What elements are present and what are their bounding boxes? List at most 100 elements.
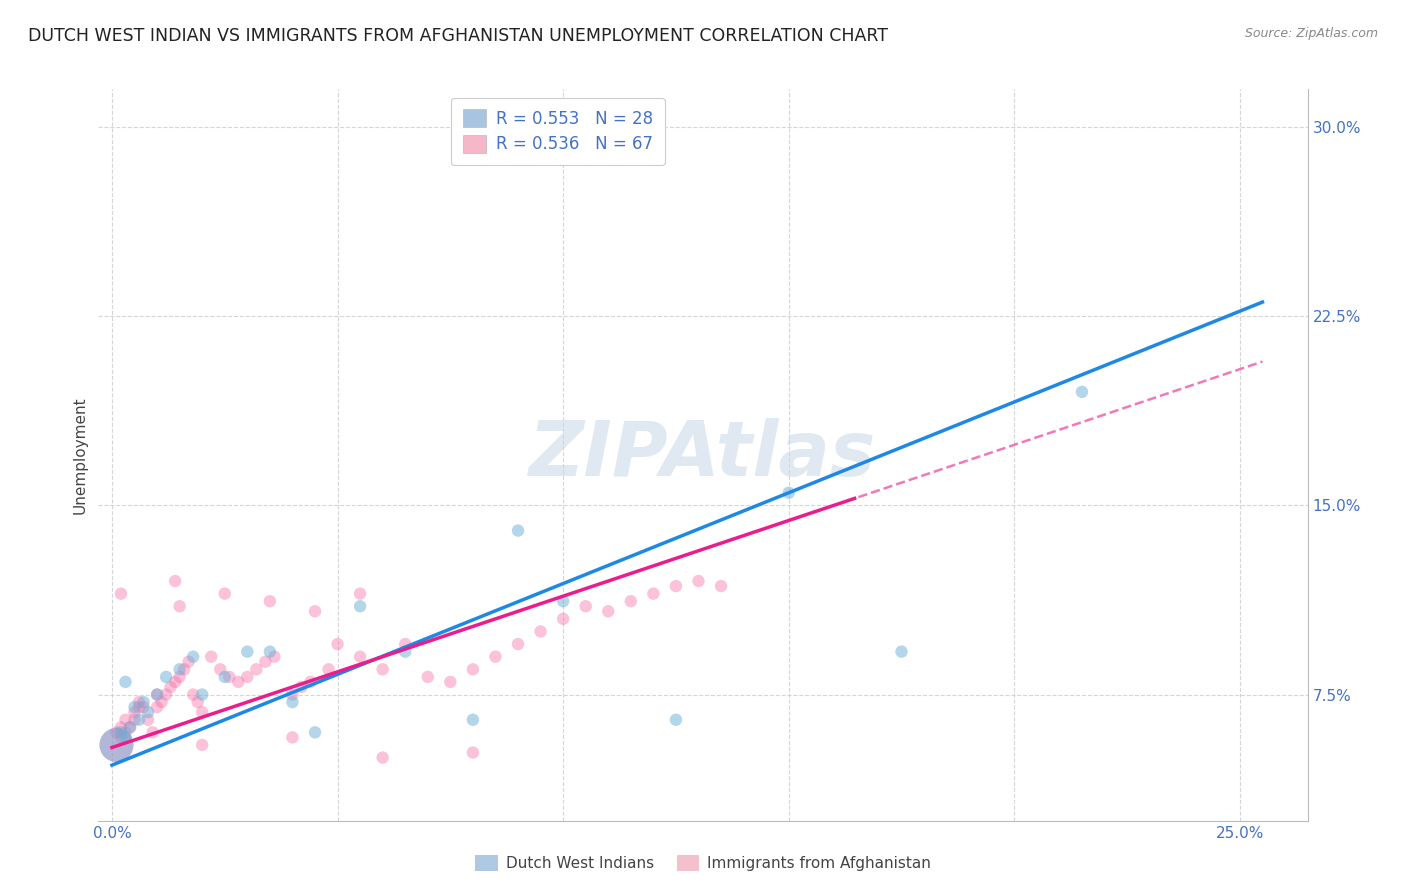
Point xyxy=(1071,384,1094,399)
Point xyxy=(169,670,191,684)
Point xyxy=(110,587,132,601)
Point xyxy=(299,674,322,689)
Point xyxy=(146,688,169,702)
Point xyxy=(136,713,159,727)
Point xyxy=(200,649,222,664)
Point xyxy=(110,720,132,734)
Point xyxy=(304,725,326,739)
Point xyxy=(173,662,195,676)
Point xyxy=(281,688,304,702)
Point xyxy=(371,750,394,764)
Point xyxy=(461,662,484,676)
Point xyxy=(259,594,281,608)
Legend: R = 0.553   N = 28, R = 0.536   N = 67: R = 0.553 N = 28, R = 0.536 N = 67 xyxy=(451,97,665,165)
Point xyxy=(110,731,132,745)
Point xyxy=(461,746,484,760)
Point xyxy=(114,674,136,689)
Point xyxy=(150,695,173,709)
Point xyxy=(169,599,191,614)
Point xyxy=(118,720,141,734)
Point xyxy=(461,713,484,727)
Point xyxy=(218,670,240,684)
Point xyxy=(155,670,177,684)
Point xyxy=(105,738,128,752)
Point xyxy=(128,713,150,727)
Point xyxy=(226,674,249,689)
Point xyxy=(665,713,688,727)
Point xyxy=(214,587,236,601)
Point xyxy=(132,695,155,709)
Point xyxy=(394,645,416,659)
Point xyxy=(177,655,200,669)
Point xyxy=(114,731,136,745)
Point xyxy=(159,680,181,694)
Point xyxy=(214,670,236,684)
Point xyxy=(165,574,187,588)
Point xyxy=(146,688,169,702)
Point xyxy=(506,524,529,538)
Point xyxy=(349,587,371,601)
Point xyxy=(349,649,371,664)
Point xyxy=(191,738,214,752)
Point xyxy=(181,688,204,702)
Point xyxy=(290,680,312,694)
Point xyxy=(124,700,146,714)
Point xyxy=(110,725,132,739)
Point xyxy=(688,574,710,588)
Point xyxy=(553,612,575,626)
Point xyxy=(114,725,136,739)
Point xyxy=(553,594,575,608)
Point xyxy=(318,662,340,676)
Point xyxy=(259,645,281,659)
Point xyxy=(304,604,326,618)
Point xyxy=(254,655,277,669)
Point xyxy=(105,725,128,739)
Point xyxy=(263,649,285,664)
Point xyxy=(349,599,371,614)
Point xyxy=(620,594,643,608)
Point xyxy=(439,674,461,689)
Point xyxy=(169,662,191,676)
Point xyxy=(598,604,620,618)
Point xyxy=(281,695,304,709)
Point xyxy=(484,649,506,664)
Point xyxy=(187,695,209,709)
Point xyxy=(778,485,800,500)
Point xyxy=(191,705,214,719)
Y-axis label: Unemployment: Unemployment xyxy=(72,396,87,514)
Point xyxy=(326,637,349,651)
Point xyxy=(665,579,688,593)
Point xyxy=(245,662,267,676)
Point xyxy=(132,700,155,714)
Point xyxy=(575,599,598,614)
Point xyxy=(181,649,204,664)
Point xyxy=(155,688,177,702)
Point xyxy=(114,713,136,727)
Point xyxy=(128,695,150,709)
Point xyxy=(209,662,232,676)
Text: ZIPAtlas: ZIPAtlas xyxy=(529,418,877,491)
Text: Source: ZipAtlas.com: Source: ZipAtlas.com xyxy=(1244,27,1378,40)
Point xyxy=(191,688,214,702)
Point xyxy=(710,579,733,593)
Point xyxy=(506,637,529,651)
Point xyxy=(371,662,394,676)
Point xyxy=(529,624,551,639)
Point xyxy=(124,705,146,719)
Point xyxy=(890,645,912,659)
Point xyxy=(142,725,165,739)
Legend: Dutch West Indians, Immigrants from Afghanistan: Dutch West Indians, Immigrants from Afgh… xyxy=(468,849,938,877)
Point xyxy=(118,720,141,734)
Point xyxy=(281,731,304,745)
Text: DUTCH WEST INDIAN VS IMMIGRANTS FROM AFGHANISTAN UNEMPLOYMENT CORRELATION CHART: DUTCH WEST INDIAN VS IMMIGRANTS FROM AFG… xyxy=(28,27,889,45)
Point xyxy=(236,645,259,659)
Point xyxy=(124,713,146,727)
Point xyxy=(643,587,665,601)
Point xyxy=(236,670,259,684)
Point xyxy=(416,670,439,684)
Point xyxy=(394,637,416,651)
Point xyxy=(105,738,128,752)
Point xyxy=(136,705,159,719)
Point xyxy=(146,700,169,714)
Point xyxy=(128,700,150,714)
